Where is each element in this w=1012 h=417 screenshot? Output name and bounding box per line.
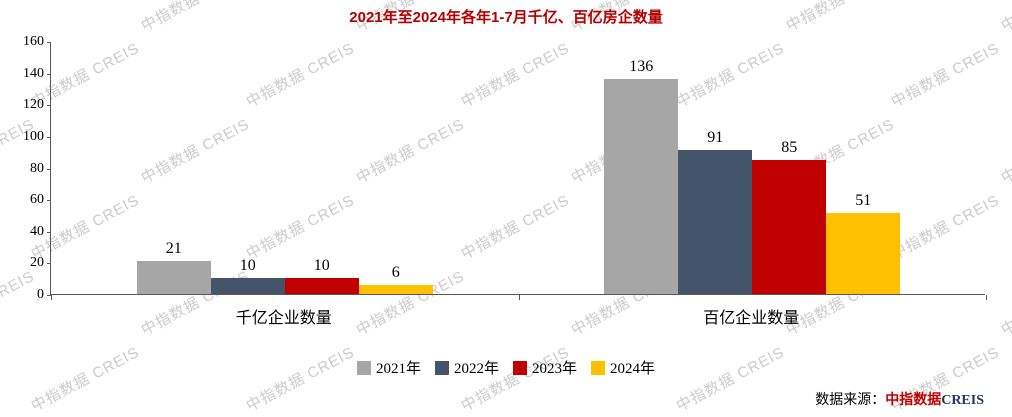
data-source: 数据来源：中指数据CREIS	[815, 389, 984, 409]
y-axis-tick	[47, 42, 51, 43]
legend-label: 2023年	[532, 361, 578, 377]
bar-cell: 6	[358, 264, 433, 294]
bar-cell: 10	[284, 257, 359, 294]
y-axis-tick	[47, 105, 51, 107]
bar-cell: 136	[604, 58, 679, 294]
y-axis-tick	[47, 168, 51, 170]
x-axis-category-label: 千亿企业数量	[235, 310, 332, 327]
legend-label: 2021年	[375, 361, 421, 377]
source-brand-en: CREIS	[941, 393, 984, 408]
bar-group-1: 21 10 10 6	[136, 240, 433, 294]
bar-2021年	[136, 261, 211, 294]
legend-swatch	[513, 360, 527, 375]
source-brand-cn: 中指数据	[885, 393, 942, 408]
plot-area: 21 10 10 6 136 91 85 51	[47, 42, 987, 300]
source-prefix: 数据来源：	[815, 393, 886, 408]
y-axis-tick-label: 140	[23, 65, 44, 81]
x-axis-tick	[51, 295, 52, 300]
y-axis-tick	[47, 295, 51, 296]
y-axis-tick-label: 60	[30, 192, 44, 208]
legend-label: 2022年	[453, 361, 499, 377]
legend-swatch	[434, 360, 449, 375]
y-axis-tick	[47, 73, 51, 75]
bar-2022年	[678, 150, 753, 294]
bar-group-2: 136 91 85 51	[604, 58, 901, 294]
y-axis-tick	[47, 136, 51, 138]
bar-cell: 91	[678, 129, 753, 294]
y-axis-tick-label: 40	[30, 223, 44, 239]
bar-2024年	[826, 213, 901, 294]
legend-item-2023年: 2023年	[513, 357, 577, 378]
x-axis-tick	[986, 295, 987, 300]
legend-item-2021年: 2021年	[356, 357, 421, 378]
bar-2024年	[358, 285, 433, 294]
bar-value-label: 136	[629, 58, 654, 75]
y-axis-tick-label: 20	[30, 255, 44, 271]
bar-cell: 51	[826, 192, 901, 294]
watermark-text: 中指数据 CREIS	[28, 343, 143, 416]
y-axis-tick	[47, 231, 51, 233]
bar-2023年	[284, 278, 359, 294]
legend-item-2024年: 2024年	[591, 357, 655, 378]
bar-cell: 85	[752, 139, 827, 294]
bar-value-label: 91	[707, 129, 724, 146]
bar-value-label: 85	[781, 139, 798, 156]
bar-value-label: 51	[855, 192, 872, 209]
bar-value-label: 6	[391, 264, 400, 281]
bar-value-label: 10	[239, 257, 256, 274]
legend-swatch	[356, 360, 371, 375]
bar-2021年	[604, 79, 679, 294]
legend: 2021年 2022年 2023年 2024年	[0, 357, 1012, 378]
legend-swatch	[591, 360, 606, 375]
watermark-text: 中指数据 CREIS	[0, 267, 38, 339]
y-axis-tick-label: 160	[23, 34, 44, 49]
bar-value-label: 21	[165, 240, 182, 257]
watermark-text: 中指数据 CREIS	[998, 268, 1012, 340]
y-axis-tick-label: 0	[37, 287, 44, 302]
y-axis-tick	[47, 263, 51, 265]
y-axis-tick-label: 120	[23, 97, 44, 113]
legend-item-2022年: 2022年	[434, 357, 499, 378]
x-axis-tick	[518, 295, 520, 300]
chart-title: 2021年至2024年各年1-7月千亿、百亿房企数量	[349, 9, 663, 26]
y-axis-tick-label: 100	[23, 128, 44, 144]
x-axis-labels: 千亿企业数量 百亿企业数量	[50, 304, 985, 328]
watermark-text: 中指数据 CREIS	[998, 116, 1012, 188]
watermark-text: 中指数据 CREIS	[0, 115, 38, 187]
y-axis-tick	[47, 200, 51, 202]
legend-label: 2024年	[610, 361, 656, 377]
bar-cell: 21	[136, 240, 211, 294]
bar-value-label: 10	[313, 257, 330, 274]
bar-cell: 10	[210, 257, 285, 294]
y-axis-tick-label: 80	[30, 160, 44, 176]
watermark-text: 中指数据 CREIS	[243, 343, 358, 416]
watermark-text: 中指数据 CREIS	[458, 343, 573, 416]
bar-2023年	[752, 160, 827, 294]
watermark-text: 中指数据 CREIS	[673, 343, 788, 416]
x-axis-category-label: 百亿企业数量	[703, 310, 800, 327]
bar-2022年	[210, 278, 285, 294]
